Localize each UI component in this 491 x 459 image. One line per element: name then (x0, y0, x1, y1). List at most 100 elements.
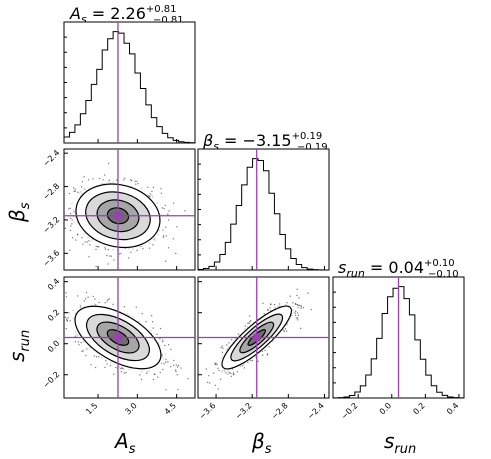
sample-point (147, 194, 149, 196)
sample-point (75, 239, 77, 241)
sample-point (65, 328, 67, 330)
sample-point (267, 309, 269, 312)
sample-point (151, 194, 153, 196)
sample-point (95, 356, 98, 358)
sample-point (162, 339, 164, 341)
sample-point (282, 329, 284, 331)
sample-point (175, 252, 177, 255)
sample-point (130, 251, 132, 253)
sample-point (247, 361, 249, 364)
x-tick-label: 4.5 (163, 401, 178, 416)
sample-point (296, 288, 298, 290)
sample-point (300, 305, 302, 307)
sample-point (80, 195, 82, 197)
sample-point (80, 306, 82, 309)
sample-point (102, 179, 104, 181)
sample-point (118, 253, 120, 255)
sample-point (89, 347, 91, 349)
sample-point (75, 216, 77, 218)
sample-point (73, 317, 75, 320)
sample-point (279, 305, 281, 308)
sample-point (221, 371, 223, 373)
sample-point (43, 189, 44, 190)
sample-point (98, 301, 100, 304)
sample-point (94, 303, 96, 305)
sample-point (231, 368, 234, 370)
sample-point (173, 202, 175, 204)
sample-point (146, 372, 148, 374)
panel-frame (63, 21, 196, 144)
sample-point (56, 205, 57, 206)
sample-point (173, 359, 175, 361)
sample-point (297, 319, 299, 321)
sample-point (237, 333, 240, 335)
histogram-s-run (332, 276, 465, 399)
sample-point (163, 208, 165, 210)
sample-point (94, 298, 96, 300)
sample-point (244, 325, 246, 327)
sample-point (82, 350, 84, 352)
sample-point (123, 306, 125, 308)
sample-point (64, 227, 66, 230)
sample-point (292, 309, 294, 311)
sample-point (132, 248, 134, 250)
sample-point (283, 329, 285, 331)
sample-point (108, 298, 110, 300)
sample-point (235, 338, 237, 340)
sample-point (62, 308, 63, 309)
sample-point (307, 292, 309, 294)
sample-point (162, 229, 164, 231)
sample-point (152, 186, 155, 189)
sample-point (120, 368, 122, 370)
sample-point (152, 327, 154, 329)
sample-point (286, 302, 288, 304)
sample-point (82, 341, 84, 343)
sample-point (77, 222, 79, 224)
sample-point (297, 304, 299, 306)
sample-point (172, 238, 174, 240)
sample-point (244, 328, 246, 330)
sample-point (151, 321, 154, 323)
sample-point (112, 248, 114, 251)
sample-point (168, 210, 170, 212)
sample-point (61, 329, 62, 330)
sample-point (72, 211, 74, 213)
sample-point (292, 305, 294, 307)
sample-point (217, 367, 219, 369)
sample-point (217, 388, 219, 390)
sample-point (84, 298, 87, 300)
sample-point (81, 181, 84, 183)
sample-point (173, 364, 175, 366)
sample-point (293, 311, 295, 314)
sample-point (73, 209, 75, 211)
sample-point (264, 349, 266, 351)
sample-point (104, 366, 106, 368)
sample-point (75, 274, 76, 275)
sample-point (80, 186, 83, 188)
sample-point (261, 350, 263, 352)
sample-point (125, 372, 127, 374)
x-tick-label: 0.0 (378, 401, 393, 416)
sample-point (296, 303, 298, 306)
x-tick-label: −2.4 (306, 401, 326, 421)
sample-point (128, 257, 130, 259)
sample-point (294, 312, 296, 314)
sample-point (141, 371, 143, 373)
sample-point (86, 241, 88, 243)
sample-point (72, 309, 74, 311)
sample-point (74, 188, 76, 190)
sample-point (267, 308, 269, 311)
sample-point (167, 361, 169, 363)
sample-point (113, 259, 115, 261)
sample-point (153, 239, 155, 241)
sample-point (220, 378, 222, 380)
sample-point (161, 362, 163, 365)
sample-point (54, 202, 55, 203)
sample-point (163, 235, 165, 237)
sample-point (252, 321, 255, 323)
sample-point (174, 369, 177, 371)
sample-point (98, 246, 100, 248)
sample-point (90, 364, 92, 366)
title-a-s-minus: −0.81 (153, 15, 184, 26)
